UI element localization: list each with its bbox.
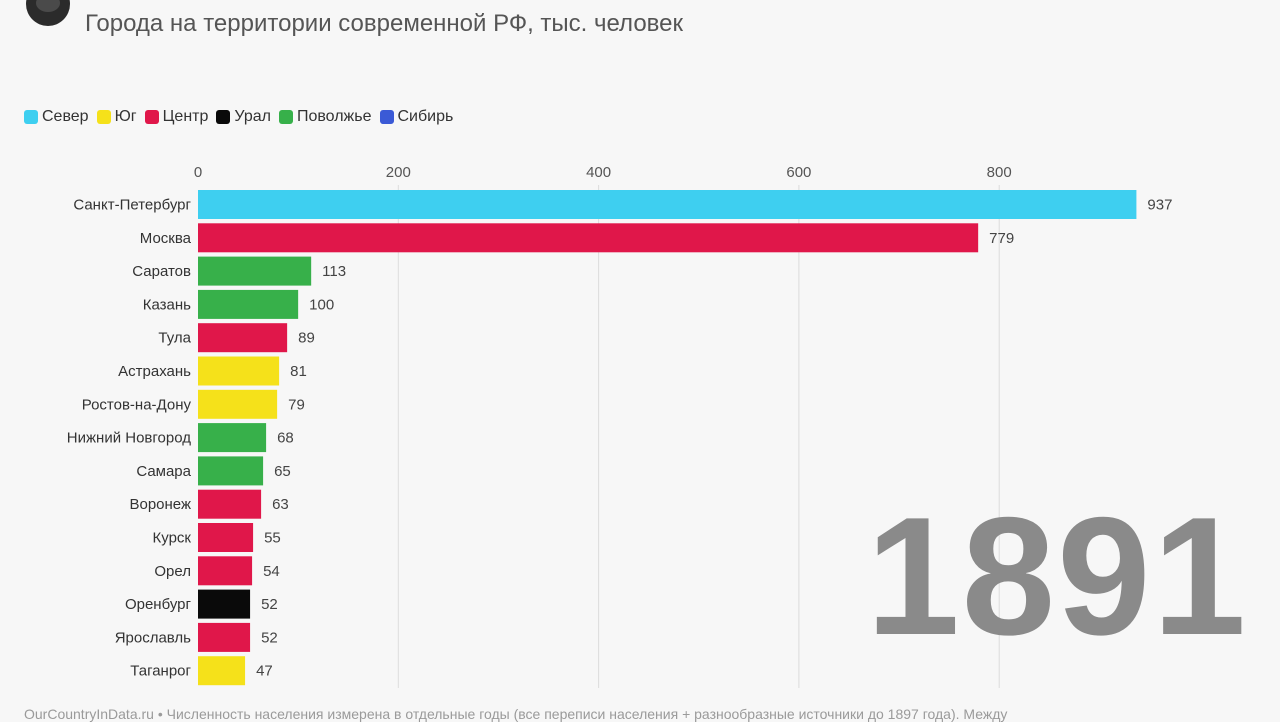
category-label: Орел [154, 563, 191, 580]
legend-item-ural[interactable]: Урал [216, 108, 271, 126]
bar[interactable] [198, 556, 253, 586]
legend-label-yug: Юг [114, 108, 137, 125]
bar-value-label: 89 [298, 330, 315, 347]
category-label: Курск [153, 530, 192, 547]
x-tick-label: 200 [386, 164, 411, 181]
legend-label-sever: Север [42, 108, 89, 125]
x-tick-label: 800 [987, 164, 1012, 181]
bar-value-label: 63 [272, 496, 289, 513]
category-label: Тула [158, 330, 191, 347]
bar[interactable] [198, 223, 979, 253]
bar[interactable] [198, 289, 299, 319]
bar-value-label: 68 [277, 430, 294, 447]
category-label: Ростов-на-Дону [82, 396, 192, 413]
bar[interactable] [198, 323, 288, 353]
legend: Север Юг Центр Урал Поволжье Сибирь [24, 108, 461, 126]
legend-swatch-povolzhye [278, 110, 293, 124]
bar-value-label: 54 [263, 563, 280, 580]
category-label: Нижний Новгород [67, 430, 191, 447]
footer-note: OurCountryInData.ru • Численность населе… [24, 706, 1008, 722]
legend-swatch-yug [96, 110, 111, 124]
bar[interactable] [198, 389, 278, 419]
legend-item-povolzhye[interactable]: Поволжье [278, 108, 372, 126]
category-label: Москва [140, 230, 192, 247]
legend-item-sibir[interactable]: Сибирь [379, 108, 454, 126]
bar-value-label: 47 [256, 663, 273, 680]
legend-item-centr[interactable]: Центр [144, 108, 209, 126]
category-label: Самара [136, 463, 191, 480]
category-label: Таганрог [130, 663, 191, 680]
category-label: Казань [143, 296, 191, 313]
bar[interactable] [198, 656, 246, 686]
category-label: Санкт-Петербург [73, 197, 191, 214]
bar-value-label: 55 [264, 530, 281, 547]
bar-value-label: 81 [290, 363, 307, 380]
bar[interactable] [198, 423, 267, 453]
x-tick-label: 400 [586, 164, 611, 181]
bar-value-label: 100 [309, 296, 334, 313]
bar[interactable] [198, 589, 251, 619]
bar-value-label: 52 [261, 596, 278, 613]
bar-value-label: 779 [989, 230, 1014, 247]
legend-swatch-sibir [379, 110, 394, 124]
legend-label-centr: Центр [162, 108, 209, 125]
bar-value-label: 52 [261, 629, 278, 646]
bar[interactable] [198, 190, 1137, 219]
bar[interactable] [198, 356, 280, 386]
bar-value-label: 113 [322, 263, 346, 280]
category-label: Оренбург [125, 596, 192, 613]
legend-swatch-sever [24, 110, 38, 124]
bar[interactable] [198, 456, 264, 486]
bar[interactable] [198, 523, 254, 552]
category-label: Астрахань [118, 363, 191, 380]
bar-value-label: 65 [274, 463, 291, 480]
bar[interactable] [198, 622, 251, 652]
legend-label-sibir: Сибирь [397, 108, 454, 125]
category-label: Ярославль [115, 629, 191, 646]
bar-value-label: 937 [1147, 197, 1172, 214]
bar-value-label: 79 [288, 396, 305, 413]
x-tick-label: 0 [194, 164, 202, 181]
x-tick-label: 600 [786, 164, 811, 181]
year-label: 1891 [866, 482, 1248, 670]
page-subtitle: Города на территории современной РФ, тыс… [85, 10, 684, 37]
bar[interactable] [198, 489, 262, 519]
legend-item-yug[interactable]: Юг [96, 108, 137, 126]
category-label: Воронеж [129, 496, 191, 513]
legend-label-povolzhye: Поволжье [296, 108, 372, 125]
bar-chart: 0 200 400 600 800 Санкт-Петербург 937 Москва 779… [67, 164, 1172, 688]
legend-label-ural: Урал [234, 108, 271, 125]
bar[interactable] [198, 256, 312, 286]
category-label: Саратов [132, 263, 191, 280]
legend-item-sever[interactable]: Север [24, 108, 89, 126]
legend-swatch-ural [216, 110, 231, 124]
legend-swatch-centr [144, 110, 159, 124]
